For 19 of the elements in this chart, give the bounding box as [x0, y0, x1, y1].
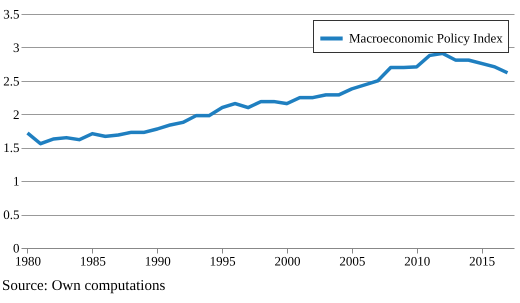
x-tick-label: 2015 [469, 254, 496, 268]
y-tick-label: 3 [13, 40, 20, 55]
y-tick-label: 0 [13, 240, 20, 256]
x-tick-label: 1995 [210, 254, 236, 268]
y-tick-label: 2.5 [3, 73, 20, 88]
y-tick-label: 3.5 [3, 6, 20, 22]
x-tick-label: 2010 [404, 254, 430, 268]
y-tick-label: 0.5 [3, 207, 20, 222]
line-series [26, 52, 510, 146]
source-note: Source: Own computations [2, 278, 166, 295]
y-tick-label: 2 [13, 106, 20, 122]
legend-label: Macroeconomic Policy Index [349, 30, 504, 46]
x-tick-label: 1990 [144, 254, 171, 268]
y-tick-label: 1 [13, 174, 20, 189]
y-tick-label: 1.5 [3, 140, 20, 156]
x-tick-label: 1985 [80, 254, 106, 268]
x-tick-label: 2000 [274, 254, 300, 268]
x-tick-label: 2005 [339, 254, 366, 268]
x-tick-label: 1980 [14, 254, 41, 268]
